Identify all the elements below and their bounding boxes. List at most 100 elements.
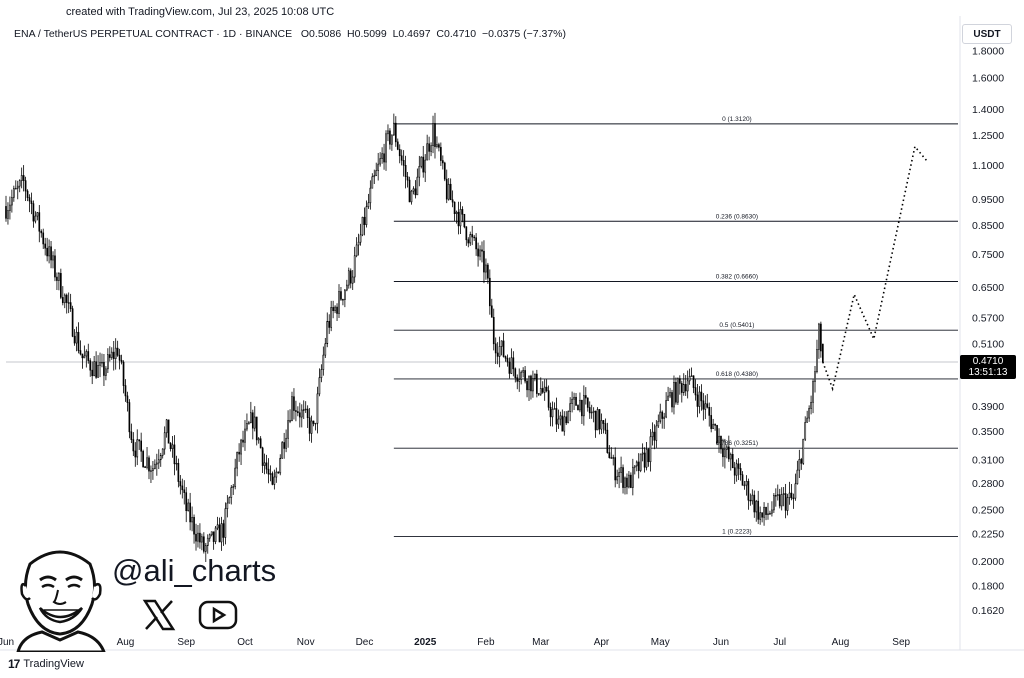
youtube-play-icon[interactable]	[198, 599, 238, 631]
symbol-title[interactable]: ENA / TetherUS PERPETUAL CONTRACT · 1D ·…	[14, 28, 293, 40]
candle-down	[465, 226, 468, 241]
candle-up	[655, 425, 658, 441]
candle-down	[784, 493, 787, 511]
ohlc-low: L0.4697	[392, 28, 431, 40]
candle-up	[657, 420, 660, 427]
candle-down	[733, 467, 736, 476]
candle-down	[128, 402, 131, 433]
candle-up	[324, 343, 327, 356]
candle-up	[150, 470, 152, 472]
candle-down	[549, 406, 552, 418]
candle-down	[561, 415, 564, 432]
candle-down	[336, 306, 338, 314]
candle-down	[181, 485, 184, 491]
candle-down	[722, 448, 724, 458]
grid-layer	[0, 16, 1024, 651]
candle-down	[714, 423, 716, 426]
time-tick-label: May	[651, 637, 670, 648]
candle-up	[385, 133, 387, 163]
candle-down	[822, 343, 824, 363]
candle-up	[704, 403, 707, 410]
candle-down	[193, 516, 195, 535]
candle-down	[577, 405, 579, 411]
candle-up	[210, 531, 213, 536]
candle-up	[510, 357, 513, 374]
candle-up	[712, 423, 714, 429]
candle-up	[318, 377, 321, 395]
candle-down	[189, 502, 191, 523]
candle-up	[346, 284, 348, 291]
candle-down	[487, 264, 489, 279]
candle-down	[342, 299, 344, 301]
candle-down	[792, 497, 795, 500]
price-tick-label: 0.7500	[972, 249, 1004, 261]
candle-down	[30, 200, 33, 204]
candle-down	[545, 386, 548, 391]
candle-up	[786, 497, 789, 511]
time-axis[interactable]: Jun Jul Aug Sep Oct Nov Dec 2025 Feb Mar Apr May Jun…	[0, 637, 911, 648]
candle-up	[281, 442, 284, 459]
candle-up	[375, 170, 378, 176]
currency-unit[interactable]: USDT	[962, 24, 1012, 44]
candle-up	[776, 494, 779, 496]
candle-up	[159, 455, 162, 461]
candle-up	[812, 381, 814, 403]
candle-down	[445, 178, 448, 200]
time-tick-label: Sep	[892, 637, 910, 648]
candle-down	[737, 463, 740, 469]
candle-down	[77, 331, 80, 351]
candle-down	[584, 395, 587, 399]
candle-up	[14, 187, 17, 190]
candle-up	[201, 536, 203, 543]
candle-up	[326, 320, 329, 345]
candle-down	[32, 203, 35, 222]
candle-down	[606, 429, 609, 453]
candle-up	[234, 467, 237, 487]
candle-up	[500, 340, 503, 347]
candle-up	[216, 524, 219, 529]
candle-up	[569, 403, 571, 412]
time-tick-label: Jul	[773, 637, 786, 648]
candle-up	[322, 354, 325, 370]
candle-down	[473, 236, 476, 239]
candle-up	[810, 401, 812, 409]
fib-level-label: 0.786 (0.3251)	[716, 440, 758, 447]
candle-up	[479, 249, 481, 257]
candle-down	[747, 481, 750, 501]
candle-down	[608, 452, 611, 458]
ohlc-change: −0.0375 (−7.37%)	[481, 28, 566, 40]
candle-down	[588, 407, 591, 414]
candle-down	[195, 533, 197, 542]
candle-up	[206, 537, 209, 546]
candle-down	[183, 489, 186, 493]
candle-up	[171, 444, 174, 450]
candle-up	[248, 422, 250, 424]
tradingview-watermark[interactable]: 17 TradingView	[8, 657, 84, 671]
candle-down	[428, 143, 430, 152]
x-logo-icon[interactable]	[142, 598, 176, 632]
candle-up	[412, 188, 415, 192]
candle-up	[285, 437, 287, 449]
candle-up	[583, 395, 585, 417]
candle-down	[483, 250, 485, 273]
candle-down	[138, 439, 141, 442]
candle-up	[436, 144, 438, 147]
candle-down	[680, 383, 683, 393]
price-tick-label: 0.2800	[972, 478, 1004, 490]
candle-down	[434, 123, 436, 147]
candle-down	[637, 461, 640, 471]
price-tick-label: 0.2250	[972, 529, 1004, 541]
candle-down	[65, 294, 68, 303]
candle-up	[240, 439, 242, 455]
price-tick-label: 0.2000	[972, 556, 1004, 568]
candle-up	[263, 462, 266, 466]
candle-up	[369, 187, 372, 204]
candle-down	[720, 435, 722, 450]
ohlc-close: C0.4710	[436, 28, 477, 40]
price-axis[interactable]: 1.8000 1.6000 1.4000 1.2500 1.1000 0.9500 0.85…	[972, 45, 1004, 617]
candle-down	[108, 354, 111, 358]
candle-down	[60, 273, 62, 298]
candle-up	[771, 509, 773, 514]
candle-down	[126, 395, 129, 403]
